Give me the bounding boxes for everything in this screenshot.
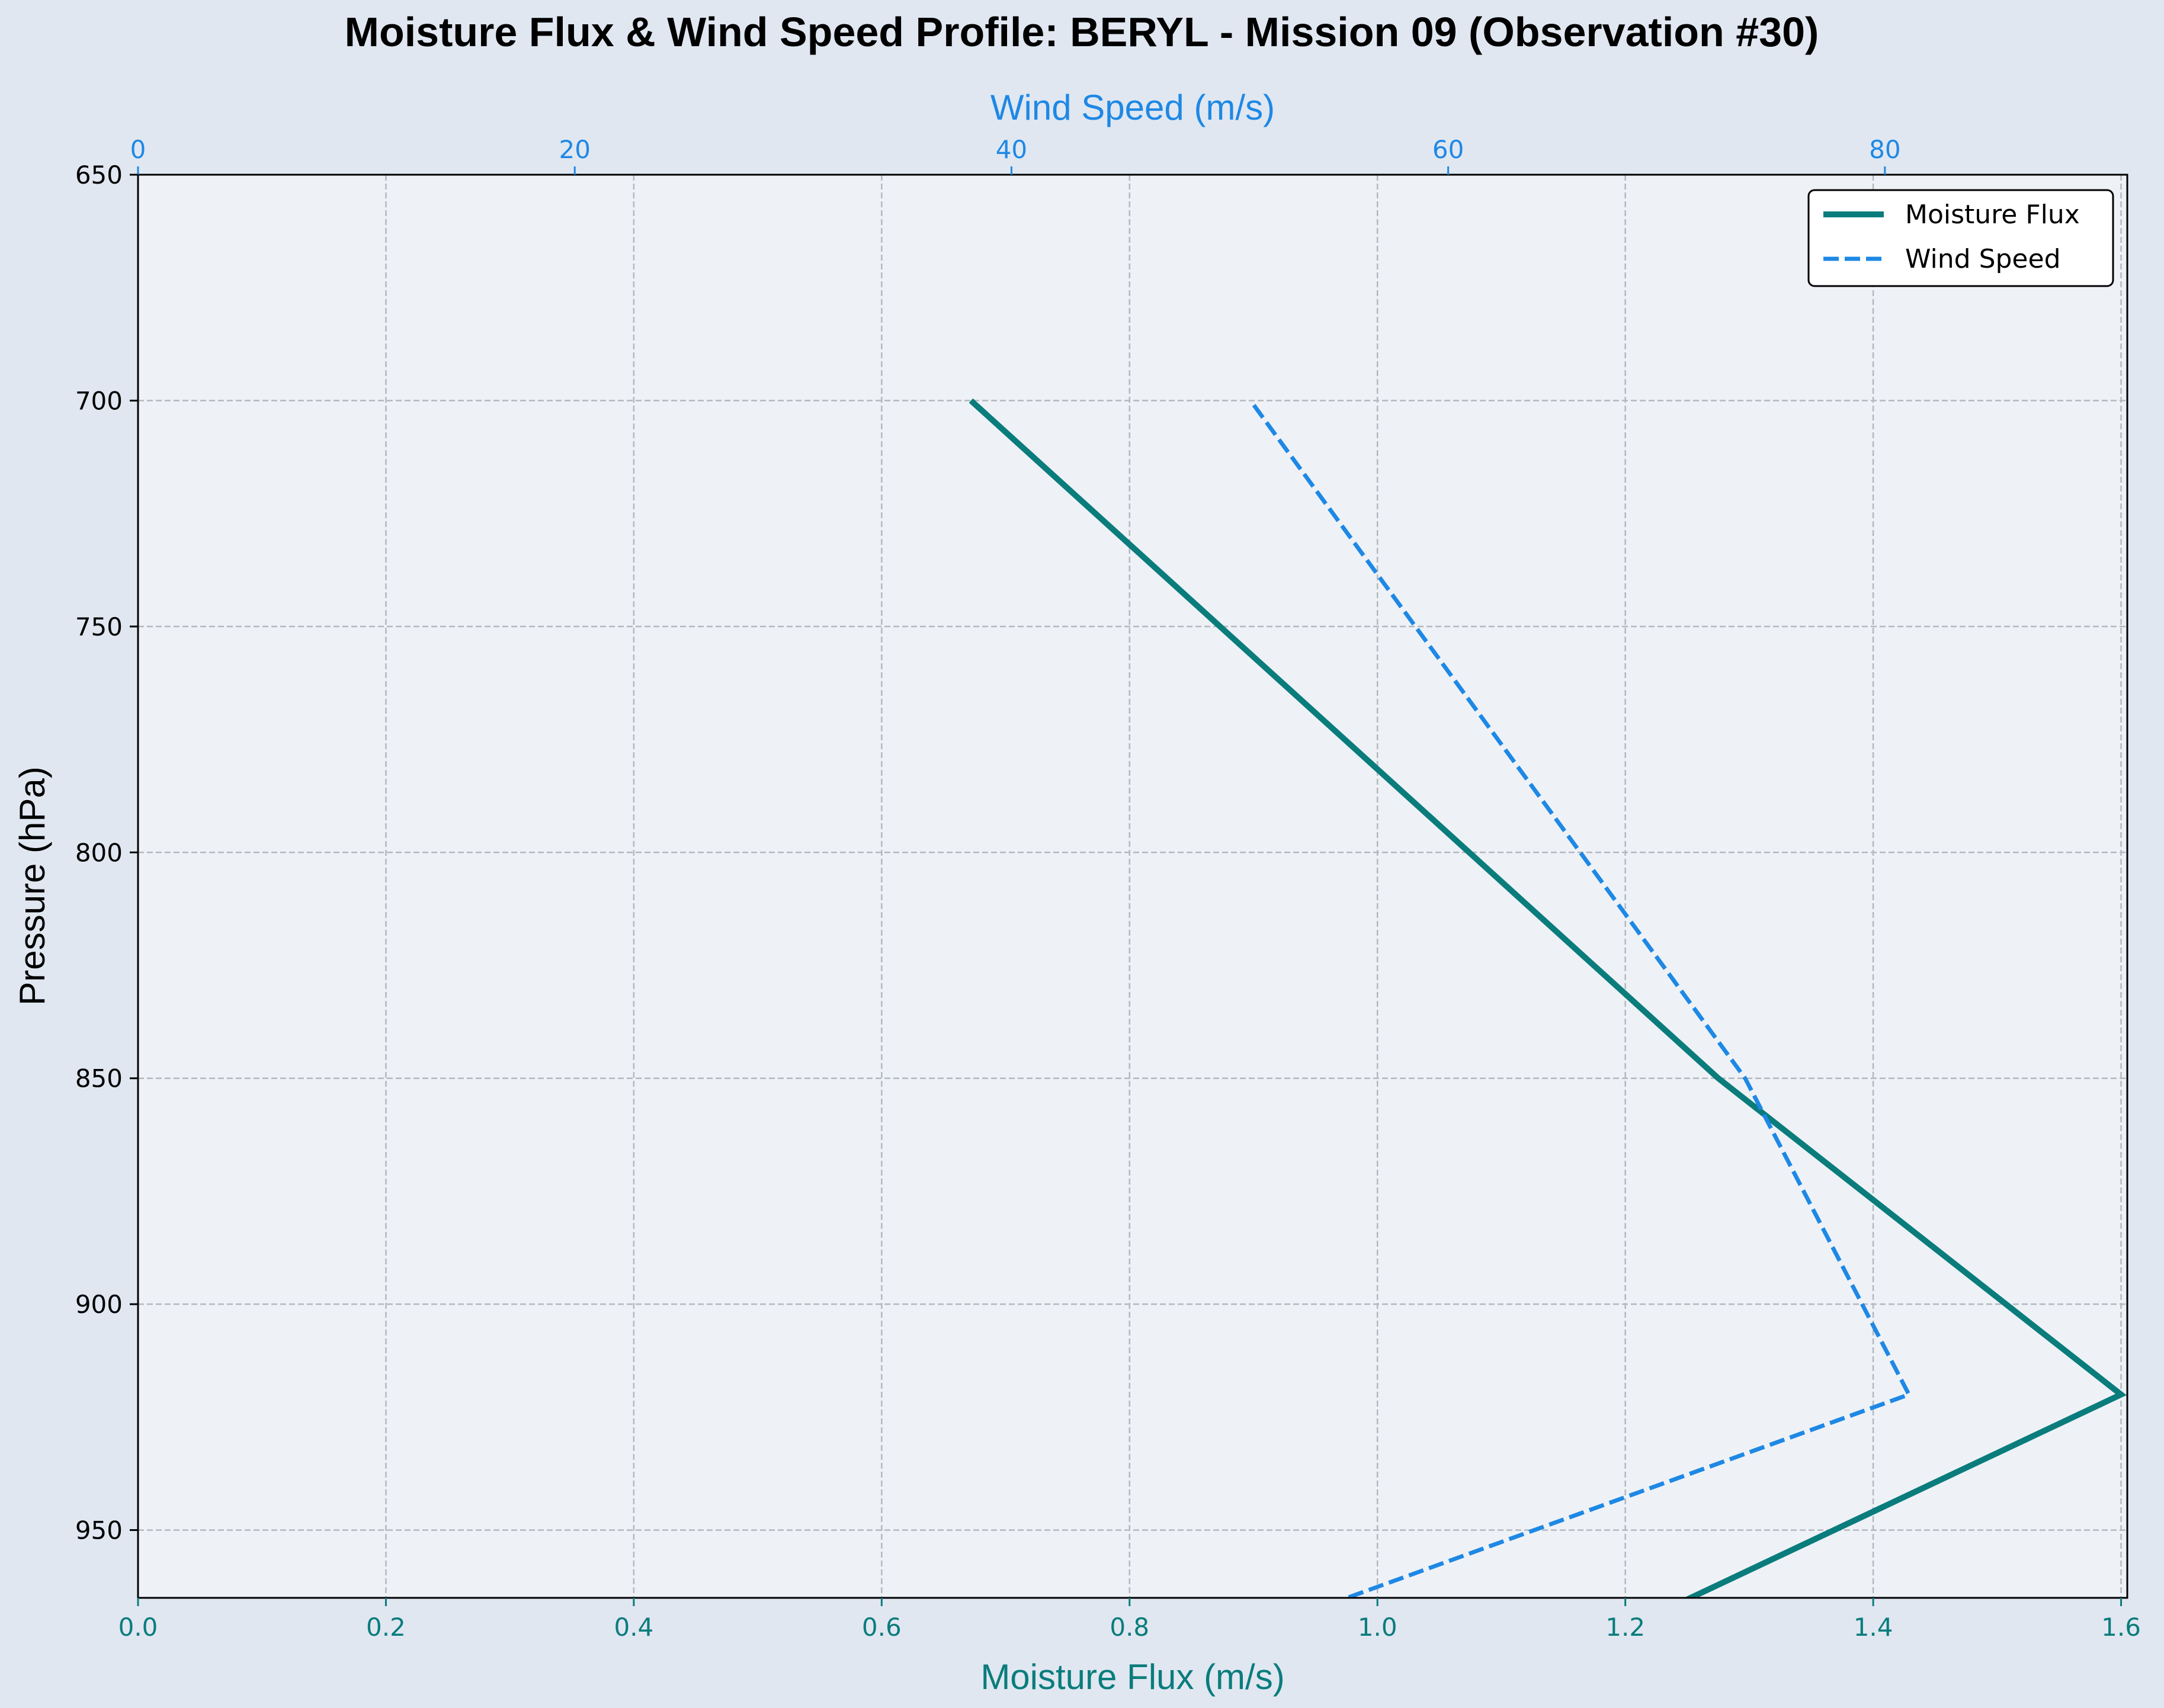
legend: Moisture Flux Wind Speed [1807, 189, 2114, 287]
x-bottom-tick-label: 0.0 [118, 1613, 158, 1642]
x-bottom-tick-label: 1.4 [1854, 1613, 1893, 1642]
legend-label-wind: Wind Speed [1905, 244, 2061, 274]
x-top-tick-label: 40 [996, 135, 1027, 164]
x-bottom-tick-label: 1.6 [2101, 1613, 2141, 1642]
plot-area [138, 175, 2127, 1598]
x-top-tick-label: 0 [130, 135, 146, 164]
series-layer [969, 398, 2127, 1598]
x-bottom-tick-label: 0.6 [862, 1613, 902, 1642]
x-top-tick-label: 80 [1869, 135, 1900, 164]
y-tick-label: 850 [75, 1064, 123, 1093]
x-bottom-tick-label: 1.0 [1358, 1613, 1397, 1642]
y-axis-label: Pressure (hPa) [12, 766, 52, 1005]
legend-box [1807, 189, 2114, 287]
top-axis-label: Wind Speed (m/s) [990, 88, 1275, 127]
axis-layer: 0.0 0.2 0.4 0.6 0.8 1.0 1.2 1.4 1.6 0 20 40 60 80 650 7… [75, 135, 2141, 1642]
y-tick-label: 800 [75, 838, 123, 867]
x-top-tick-label: 60 [1432, 135, 1464, 164]
x-bottom-tick-label: 0.8 [1110, 1613, 1149, 1642]
series-line-wind-speed [1252, 404, 1912, 1598]
y-tick-label: 900 [75, 1290, 123, 1319]
y-tick-label: 650 [75, 160, 123, 190]
bottom-axis-label: Moisture Flux (m/s) [980, 1657, 1284, 1697]
y-tick-label: 950 [75, 1516, 123, 1545]
x-bottom-tick-label: 0.4 [614, 1613, 653, 1642]
legend-label-moisture: Moisture Flux [1905, 200, 2080, 230]
x-bottom-tick-label: 1.2 [1605, 1613, 1645, 1642]
series-line-moisture-flux [969, 398, 2127, 1598]
y-tick-label: 750 [75, 612, 123, 641]
chart-title: Moisture Flux & Wind Speed Profile: BERY… [345, 9, 1819, 55]
grid-lines [138, 175, 2127, 1598]
x-bottom-tick-label: 0.2 [366, 1613, 406, 1642]
x-top-tick-label: 20 [559, 135, 590, 164]
plot-frame [137, 174, 2128, 1599]
y-tick-label: 700 [75, 386, 123, 415]
